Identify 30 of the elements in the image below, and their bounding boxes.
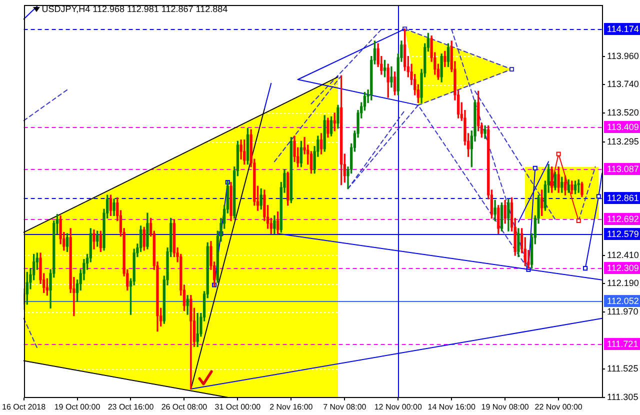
x-tick-label: 2 Nov 16:00 <box>270 402 314 412</box>
ref-line-label: 114.174 <box>607 24 639 34</box>
ref-line-label: 111.721 <box>607 338 638 349</box>
x-tick-label: 23 Oct 16:00 <box>108 402 154 412</box>
x-tick-label: 14 Nov 16:00 <box>428 402 476 412</box>
x-tick-label: 12 Nov 00:00 <box>374 402 422 412</box>
x-tick-label: 26 Oct 08:00 <box>161 402 208 412</box>
ref-line-label: 112.579 <box>607 228 639 239</box>
y-tick-label: 111.970 <box>607 306 638 316</box>
y-tick-label: 112.190 <box>607 278 639 288</box>
x-tick-label: 19 Nov 08:00 <box>481 402 530 412</box>
x-tick-label: 31 Oct 00:00 <box>214 402 262 412</box>
x-tick-label: 16 Oct 2018 <box>2 402 46 412</box>
x-tick-label: 19 Oct 00:00 <box>54 402 101 412</box>
y-tick-label: 112.410 <box>607 250 639 260</box>
ref-line-label: 112.052 <box>607 296 639 306</box>
y-tick-label: 113.520 <box>607 107 639 118</box>
chart-title: USDJPY,H4 112.968 112.981 112.867 112.884 <box>42 4 228 15</box>
y-tick-label: 111.305 <box>607 392 638 402</box>
ref-line-label: 112.861 <box>607 192 639 203</box>
x-tick-label: 7 Nov 08:00 <box>323 402 367 412</box>
ref-line-label: 113.409 <box>607 122 639 132</box>
ref-line-label: 112.309 <box>607 262 639 273</box>
x-tick-label: 22 Nov 00:00 <box>534 402 583 412</box>
y-tick-label: 113.740 <box>607 79 639 90</box>
y-tick-label: 113.295 <box>607 136 639 146</box>
ref-line-label: 112.692 <box>607 214 639 224</box>
ref-line-label: 113.087 <box>607 164 639 174</box>
y-tick-label: 111.525 <box>607 364 638 374</box>
y-tick-label: 113.960 <box>607 50 639 61</box>
